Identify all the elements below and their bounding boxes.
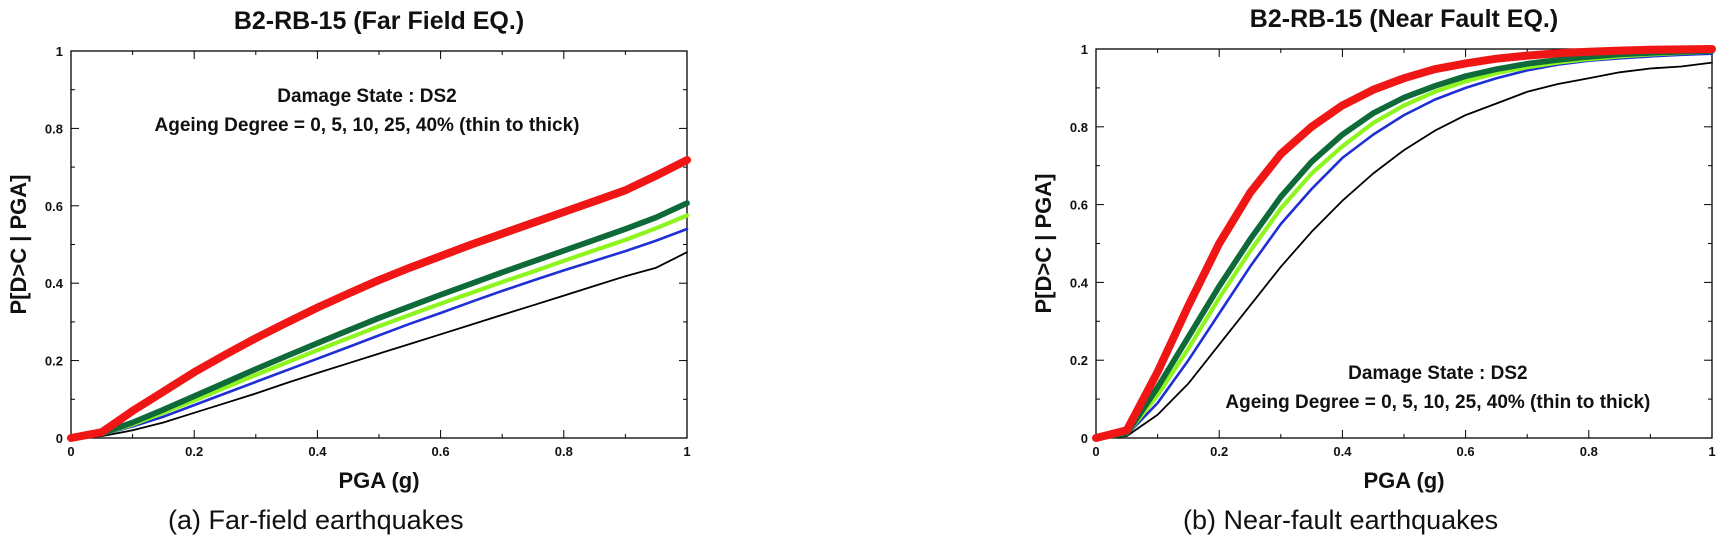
x-tick-label: 1 bbox=[683, 444, 690, 459]
x-tick-label: 0.4 bbox=[1333, 444, 1352, 459]
series-line-ageing-40 bbox=[1092, 45, 1716, 442]
y-tick-label: 0.2 bbox=[45, 354, 63, 369]
x-axis-label: PGA (g) bbox=[1363, 468, 1444, 493]
x-tick-label: 0 bbox=[1092, 444, 1099, 459]
plot-frame bbox=[70, 50, 688, 439]
x-tick-label: 0.6 bbox=[432, 444, 450, 459]
series-line-ageing-25 bbox=[1093, 48, 1715, 441]
series-line-ageing-0 bbox=[70, 251, 688, 439]
x-tick-label: 0.6 bbox=[1457, 444, 1475, 459]
y-tick-label: 0.2 bbox=[1070, 353, 1088, 368]
x-tick-label: 0.2 bbox=[185, 444, 203, 459]
series-line-ageing-10 bbox=[68, 213, 690, 441]
annotation-ageing-degree: Ageing Degree = 0, 5, 10, 25, 40% (thin … bbox=[155, 115, 580, 136]
y-axis-label: P[D>C | PGA] bbox=[6, 174, 31, 314]
chart-title: B2-RB-15 (Near Fault EQ.) bbox=[1250, 5, 1558, 33]
series-line-ageing-25 bbox=[68, 200, 690, 441]
series-line-ageing-0 bbox=[1095, 61, 1713, 439]
y-tick-label: 0 bbox=[1081, 431, 1088, 446]
series-line-ageing-5 bbox=[69, 227, 689, 440]
series-line-ageing-40 bbox=[67, 156, 691, 442]
y-tick-label: 1 bbox=[56, 44, 63, 59]
annotation-damage-state: Damage State : DS2 bbox=[1348, 363, 1528, 384]
x-tick-label: 0.2 bbox=[1210, 444, 1228, 459]
y-tick-label: 1 bbox=[1081, 42, 1088, 57]
y-tick-label: 0.6 bbox=[45, 199, 63, 214]
y-tick-label: 0.8 bbox=[45, 121, 63, 136]
caption-near-fault: (b) Near-fault earthquakes bbox=[1183, 505, 1499, 535]
y-tick-label: 0.4 bbox=[45, 276, 64, 291]
y-tick-label: 0.6 bbox=[1070, 198, 1088, 213]
x-tick-label: 0.8 bbox=[1580, 444, 1598, 459]
x-tick-label: 0.8 bbox=[555, 444, 573, 459]
y-tick-label: 0 bbox=[56, 431, 63, 446]
chart-title: B2-RB-15 (Far Field EQ.) bbox=[234, 7, 524, 35]
chart-far-field: B2-RB-15 (Far Field EQ.) 0 0.2 0.4 0.6 0.8 1 0 0… bbox=[6, 7, 691, 493]
x-axis-label: PGA (g) bbox=[338, 468, 419, 493]
chart-near-fault: B2-RB-15 (Near Fault EQ.) 0 0.2 0.4 0.6 0.8 1 0… bbox=[1031, 5, 1716, 493]
annotation-damage-state: Damage State : DS2 bbox=[277, 86, 457, 107]
x-tick-label: 1 bbox=[1708, 444, 1715, 459]
y-axis-label: P[D>C | PGA] bbox=[1031, 173, 1056, 313]
caption-far-field: (a) Far-field earthquakes bbox=[168, 505, 464, 535]
x-tick-label: 0.4 bbox=[308, 444, 327, 459]
y-tick-label: 0.4 bbox=[1070, 275, 1089, 290]
x-tick-label: 0 bbox=[67, 444, 74, 459]
annotation-ageing-degree: Ageing Degree = 0, 5, 10, 25, 40% (thin … bbox=[1225, 392, 1650, 413]
y-tick-label: 0.8 bbox=[1070, 120, 1088, 135]
